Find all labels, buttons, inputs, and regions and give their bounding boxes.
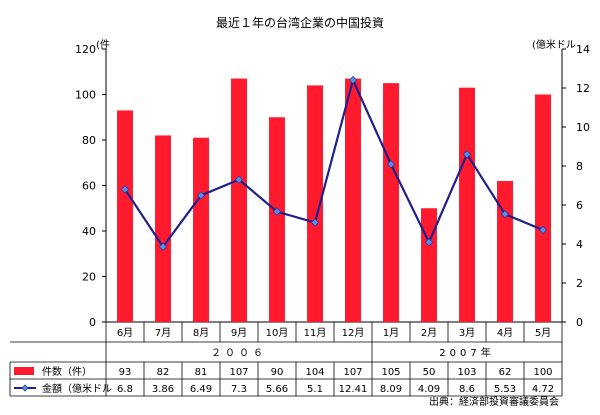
line-point — [196, 191, 206, 200]
bar — [307, 85, 323, 323]
x-tick-label: 5月 — [535, 327, 551, 339]
table-cell-count: 107 — [343, 367, 362, 378]
y-right-tick-label: 12 — [576, 82, 590, 95]
y-left-tick-label: 20 — [82, 271, 96, 284]
x-tick-label: 9月 — [231, 327, 247, 339]
x-tick-label: 4月 — [497, 327, 513, 339]
table-cell-amount: 7.3 — [231, 384, 247, 395]
year-group-label: 2007年 — [439, 346, 494, 359]
y-right-tick-label: 4 — [576, 238, 583, 251]
table-cell-count: 104 — [305, 367, 324, 378]
bar — [193, 137, 209, 322]
year-group-label: ２００６ — [211, 348, 267, 359]
line-point — [158, 242, 168, 251]
x-tick-label: 2月 — [421, 327, 437, 339]
y-left-tick-label: 120 — [75, 43, 96, 56]
legend-bar-key — [14, 367, 34, 375]
table-cell-count: 82 — [157, 367, 170, 378]
y-left-tick-label: 100 — [75, 89, 96, 102]
x-tick-label: 6月 — [117, 327, 133, 339]
bar — [117, 110, 133, 322]
table-cell-amount: 4.09 — [418, 384, 440, 395]
x-tick-label: 3月 — [459, 327, 475, 339]
line-series — [124, 76, 544, 249]
table-cell-count: 105 — [381, 367, 400, 378]
bar — [421, 208, 437, 322]
line-point — [386, 160, 396, 169]
line-point — [424, 238, 434, 247]
table-cell-amount: 5.53 — [494, 384, 516, 395]
y-right-tick-label: 10 — [576, 121, 590, 134]
chart-title: 最近１年の台湾企業の中国投資 — [216, 15, 384, 30]
table-cell-amount: 8.6 — [459, 384, 475, 395]
table-cell-count: 90 — [271, 367, 284, 378]
x-tick-label: 1月 — [383, 327, 399, 339]
table-cell-amount: 5.66 — [266, 384, 288, 395]
y-left-tick-label: 60 — [82, 180, 96, 193]
bar — [497, 180, 513, 322]
line-point — [234, 175, 244, 184]
table-cell-count: 93 — [119, 367, 132, 378]
bar — [345, 78, 361, 322]
y-left-tick-label: 0 — [89, 316, 96, 329]
table-cell-amount: 4.72 — [532, 384, 554, 395]
line-point — [272, 207, 282, 216]
legend-line-marker — [21, 384, 29, 392]
table-cell-amount: 8.09 — [380, 384, 402, 395]
bar — [535, 94, 551, 322]
y-right-unit-label: (億米ドル — [532, 38, 576, 51]
y-right-tick-label: 2 — [576, 277, 583, 290]
legend-line-label: 金額（億米ドル — [42, 382, 112, 395]
x-tick-label: 11月 — [304, 327, 327, 339]
line-point — [310, 218, 320, 227]
table-cell-count: 100 — [533, 367, 552, 378]
y-right-tick-label: 8 — [576, 160, 583, 173]
table-cell-amount: 5.1 — [307, 384, 323, 395]
y-left-tick-label: 80 — [82, 134, 96, 147]
y-right-tick-label: 6 — [576, 199, 583, 212]
line-point — [120, 185, 130, 194]
bar — [459, 87, 475, 322]
source-note: 出典：経済部投資審議委員会 — [429, 395, 559, 408]
x-tick-label: 12月 — [342, 327, 365, 339]
x-tick-label: 7月 — [155, 327, 171, 339]
table-cell-count: 50 — [423, 367, 436, 378]
y-left-unit-label: (件 — [96, 39, 110, 51]
table-cell-count: 62 — [499, 367, 512, 378]
line-point — [348, 75, 358, 85]
line-point — [538, 225, 548, 235]
table-cell-count: 107 — [229, 367, 248, 378]
table-cell-amount: 12.41 — [339, 384, 368, 395]
bar — [383, 83, 399, 322]
y-left-tick-label: 40 — [82, 225, 96, 238]
x-tick-label: 10月 — [266, 327, 289, 339]
table-cell-count: 81 — [195, 367, 208, 378]
line-point — [500, 209, 510, 219]
table-cell-count: 103 — [457, 367, 476, 378]
line-point — [462, 150, 472, 159]
x-tick-label: 8月 — [193, 327, 209, 339]
bar — [269, 117, 285, 322]
legend-bar-label: 件数（件） — [42, 365, 92, 378]
y-right-tick-label: 0 — [576, 316, 583, 329]
y-right-tick-label: 14 — [576, 43, 590, 56]
bar — [231, 78, 247, 322]
bar — [155, 135, 171, 322]
table-cell-amount: 6.8 — [117, 384, 133, 395]
table-cell-amount: 6.49 — [190, 384, 212, 395]
table-cell-amount: 3.86 — [152, 384, 174, 395]
